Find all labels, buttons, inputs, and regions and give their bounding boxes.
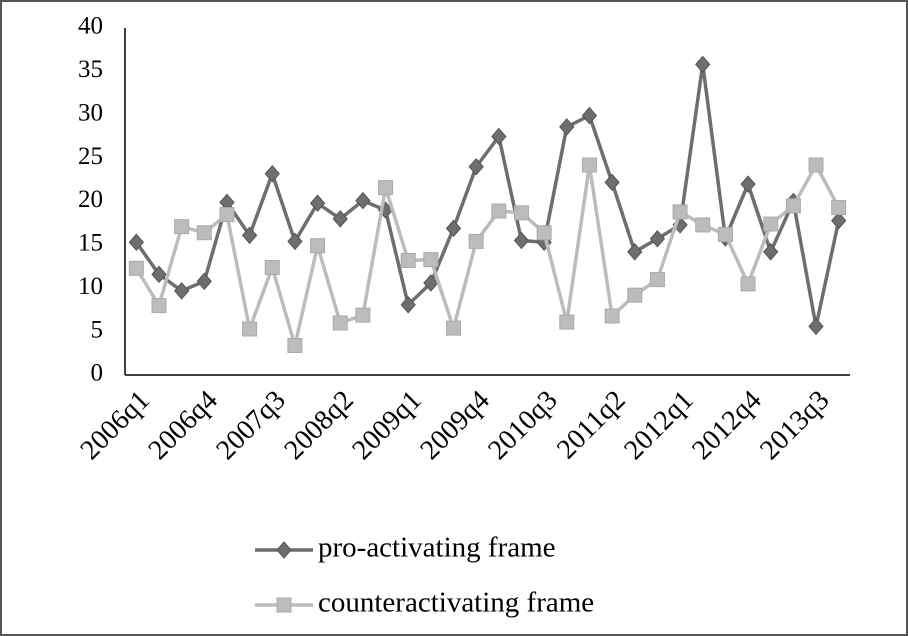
legend-marker xyxy=(276,541,292,559)
data-point xyxy=(468,158,484,176)
data-point xyxy=(241,226,258,245)
data-point xyxy=(672,204,688,220)
data-point xyxy=(695,217,711,233)
data-point xyxy=(174,219,190,235)
data-point xyxy=(264,259,280,275)
data-point xyxy=(627,287,643,303)
data-point xyxy=(740,175,756,193)
data-point xyxy=(128,260,144,276)
data-point xyxy=(536,225,552,241)
data-point xyxy=(219,207,235,223)
legend-marker xyxy=(276,597,292,613)
data-point xyxy=(332,210,348,228)
data-point xyxy=(196,225,212,241)
legend-label: pro-activating frame xyxy=(318,532,556,564)
data-point xyxy=(491,203,507,219)
data-point xyxy=(717,226,733,242)
data-point xyxy=(649,230,666,248)
data-point xyxy=(649,272,665,288)
data-point xyxy=(763,216,779,232)
data-point xyxy=(740,276,756,292)
data-point xyxy=(151,298,167,314)
y-tick-label: 0 xyxy=(91,360,104,387)
data-point xyxy=(808,157,824,173)
data-point xyxy=(310,238,326,254)
data-point xyxy=(604,173,620,192)
data-point xyxy=(695,55,711,74)
data-point xyxy=(242,321,258,337)
data-point xyxy=(581,157,597,173)
data-point xyxy=(559,314,575,330)
y-tick-label: 5 xyxy=(91,316,104,343)
data-point xyxy=(831,211,847,230)
legend-label: counteractivating frame xyxy=(318,587,594,619)
y-tick-label: 40 xyxy=(78,13,103,40)
data-point xyxy=(446,320,462,336)
data-point xyxy=(423,252,439,268)
data-point xyxy=(400,252,416,268)
data-point xyxy=(468,233,484,249)
data-point xyxy=(332,315,348,331)
data-point xyxy=(513,205,529,221)
data-point xyxy=(627,243,643,261)
data-point xyxy=(264,164,280,183)
data-point xyxy=(378,180,394,196)
data-point xyxy=(151,265,167,284)
data-point xyxy=(491,127,507,146)
data-point xyxy=(309,194,326,212)
y-tick-label: 15 xyxy=(78,230,103,257)
data-point xyxy=(513,231,530,250)
series-line xyxy=(134,64,841,327)
data-point xyxy=(785,198,801,214)
data-point xyxy=(423,274,439,292)
data-point xyxy=(400,295,416,314)
data-point xyxy=(808,317,824,336)
y-tick-label: 25 xyxy=(78,143,103,170)
data-point xyxy=(355,307,371,323)
data-point xyxy=(831,200,847,216)
y-tick-label: 20 xyxy=(78,186,103,213)
y-tick-label: 10 xyxy=(78,273,103,300)
data-point xyxy=(559,118,575,136)
data-point xyxy=(763,243,779,261)
data-point xyxy=(604,308,620,324)
data-point xyxy=(355,191,371,210)
data-point xyxy=(196,272,212,291)
data-point xyxy=(128,233,144,252)
data-point xyxy=(287,338,303,354)
data-point xyxy=(287,232,303,251)
data-point xyxy=(581,106,598,125)
y-tick-label: 35 xyxy=(78,56,103,83)
y-tick-label: 30 xyxy=(78,99,103,126)
data-point xyxy=(173,282,190,300)
data-point xyxy=(445,219,462,238)
